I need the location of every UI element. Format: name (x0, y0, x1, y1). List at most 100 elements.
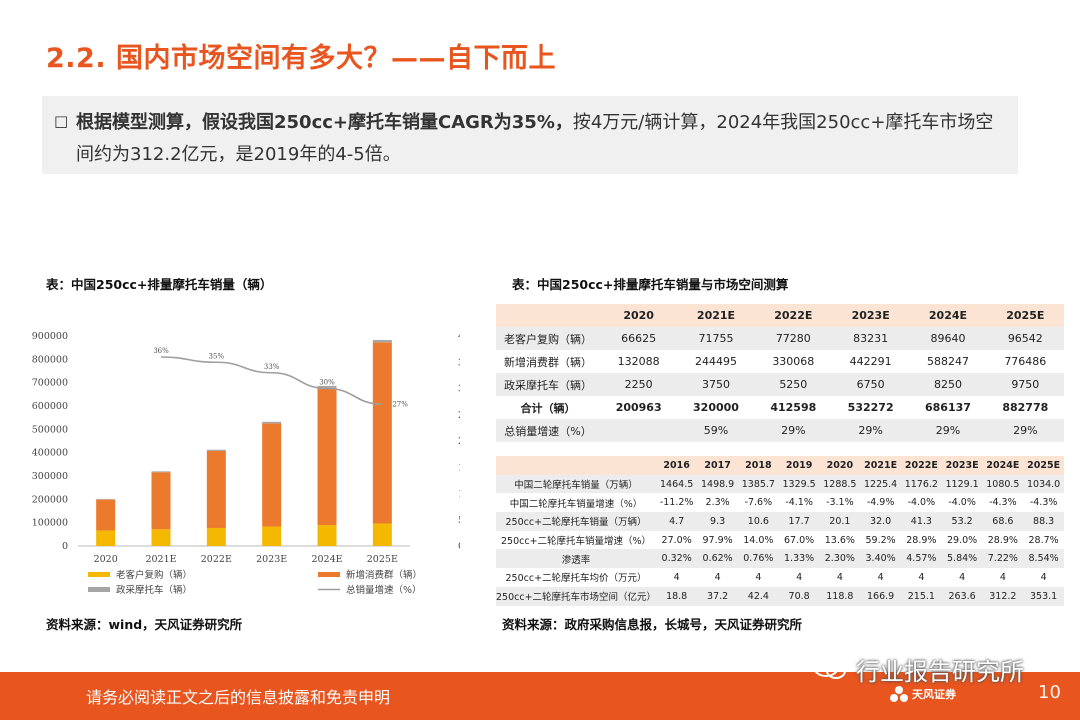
y-right-tick-label: 10% (458, 489, 460, 500)
page-number: 10 (1038, 682, 1061, 703)
market-cell: 70.8 (778, 586, 820, 606)
growth-line (160, 356, 383, 406)
market-cell: 37.2 (697, 586, 738, 606)
bar-segment (317, 385, 337, 388)
market-cell: 2.30% (819, 549, 861, 569)
disclaimer: 请务必阅读正文之后的信息披露和免责申明 (86, 688, 391, 707)
market-header-cell (496, 456, 657, 475)
bar-segment (96, 530, 116, 546)
market-cell: -4.0% (941, 493, 983, 513)
market-cell: -4.0% (900, 493, 942, 513)
legend-label: 新增消费群（辆） (346, 569, 422, 581)
market-cell: 28.7% (1023, 530, 1064, 550)
growth-data-label: 35% (209, 352, 225, 360)
market-cell: 59.2% (860, 530, 901, 550)
market-cell: 1329.5 (778, 474, 820, 494)
forecast-header-cell: 2021E (677, 304, 755, 327)
forecast-cell: 244495 (677, 350, 755, 373)
bar-segment (206, 450, 226, 528)
forecast-row-label: 合计（辆） (496, 396, 600, 419)
bar-segment (151, 472, 171, 530)
market-cell: 10.6 (737, 512, 779, 531)
forecast-cell: 29% (986, 419, 1064, 442)
forecast-row: 老客户复购（辆） 66625 71755 77280 83231 89640 96542 (496, 327, 1064, 350)
market-cell: 28.9% (982, 530, 1024, 550)
market-header-row: 2016 2017 2018 2019 2020 2021E 2022E 2023E 2024E… (496, 456, 1064, 475)
watermark-text: 行业报告研究所 (856, 658, 1024, 686)
market-cell: 353.1 (1023, 586, 1064, 606)
market-cell: 0.32% (656, 549, 698, 569)
market-cell: 166.9 (860, 586, 901, 606)
market-row: 中国二轮摩托车销量（万辆） 1464.5 1498.9 1385.7 1329.5 128… (496, 474, 1064, 494)
forecast-cell: 66625 (600, 327, 678, 350)
market-row: 250cc+二轮摩托车销量（万辆） 4.7 9.3 10.6 17.7 20.1 32.0 4… (496, 512, 1064, 531)
forecast-cell: 686137 (909, 396, 987, 419)
forecast-cell: 588247 (909, 350, 987, 373)
market-cell: 97.9% (697, 530, 738, 550)
market-cell: 7.22% (982, 549, 1024, 569)
y-right-tick-label: 20% (458, 436, 460, 447)
market-cell: -7.6% (737, 493, 779, 513)
market-row: 中国二轮摩托车销量增速（%） -11.2% 2.3% -7.6% -4.1% -3.1% -… (496, 493, 1064, 513)
market-row-label: 250cc+二轮摩托车市场空间（亿元） (496, 586, 657, 606)
market-header-cell: 2023E (941, 456, 983, 475)
forecast-row: 合计（辆） 200963 320000 412598 532272 686137 88277… (496, 396, 1064, 419)
market-cell: 53.2 (941, 512, 983, 531)
sales-chart: 0 100000 200000 300000 400000 500000 600000 700… (32, 331, 460, 596)
forecast-cell: 77280 (754, 327, 832, 350)
market-cell: 13.6% (819, 530, 861, 550)
forecast-row-label: 新增消费群（辆） (496, 350, 600, 373)
x-tick-label: 2024E (311, 554, 342, 565)
market-cell: 1288.5 (819, 474, 861, 494)
market-cell: 263.6 (941, 586, 983, 606)
forecast-cell: 71755 (677, 327, 755, 350)
growth-data-label: 30% (319, 379, 335, 387)
market-cell: 3.40% (860, 549, 901, 569)
forecast-cell: 83231 (831, 327, 910, 350)
market-cell: 1464.5 (656, 474, 698, 494)
y-right-tick-label: 0% (458, 541, 460, 552)
forecast-header-row: 2020 2021E 2022E 2023E 2024E 2025E (496, 304, 1064, 327)
forecast-cell: 9750 (986, 373, 1064, 396)
forecast-cell: 132088 (600, 350, 678, 373)
y-right-tick-label: 15% (458, 462, 460, 473)
bar-segment (262, 423, 282, 527)
market-row-label: 中国二轮摩托车销量增速（%） (496, 493, 657, 513)
market-cell: 29.0% (941, 530, 983, 550)
y-left-tick-label: 200000 (32, 494, 68, 505)
market-cell: 32.0 (860, 512, 901, 531)
market-cell: 42.4 (737, 586, 779, 606)
bar-segment (96, 499, 116, 500)
forecast-cell: 89640 (909, 327, 987, 350)
market-cell: 4 (737, 568, 779, 587)
forecast-row: 新增消费群（辆） 132088 244495 330068 442291 588247 77… (496, 350, 1064, 373)
forecast-cell: 882778 (986, 396, 1064, 419)
market-cell: 312.2 (982, 586, 1024, 606)
market-cell: 41.3 (900, 512, 942, 531)
x-tick-label: 2025E (367, 554, 398, 565)
market-header-cell: 2025E (1023, 456, 1064, 475)
market-cell: 4.57% (900, 549, 942, 569)
market-cell: 4 (1023, 568, 1064, 587)
market-cell: 9.3 (697, 512, 738, 531)
market-cell: 1225.4 (860, 474, 901, 494)
bar-segment (206, 449, 226, 451)
market-cell: 0.76% (737, 549, 779, 569)
y-left-tick-label: 100000 (32, 518, 68, 529)
market-cell: 1176.2 (900, 474, 942, 494)
forecast-cell: 442291 (831, 350, 910, 373)
forecast-cell: 29% (754, 419, 832, 442)
forecast-cell: 776486 (986, 350, 1064, 373)
market-row: 渗透率 0.32% 0.62% 0.76% 1.33% 2.30% 3.40% 4.57% 5.… (496, 549, 1064, 569)
y-left-tick-label: 500000 (32, 424, 68, 435)
market-cell: 4 (900, 568, 942, 587)
market-cell: 18.8 (656, 586, 698, 606)
market-cell: 4 (860, 568, 901, 587)
market-row-label: 250cc+二轮摩托车均价（万元） (496, 568, 657, 587)
market-row: 250cc+二轮摩托车销量增速（%） 27.0% 97.9% 14.0% 67.0% 13… (496, 530, 1064, 550)
market-cell: 1129.1 (941, 474, 983, 494)
market-row: 250cc+二轮摩托车市场空间（亿元） 18.8 37.2 42.4 70.8 118.8… (496, 586, 1064, 606)
market-cell: 27.0% (656, 530, 698, 550)
growth-data-label: 33% (264, 363, 280, 371)
y-left-tick-label: 800000 (32, 354, 68, 365)
